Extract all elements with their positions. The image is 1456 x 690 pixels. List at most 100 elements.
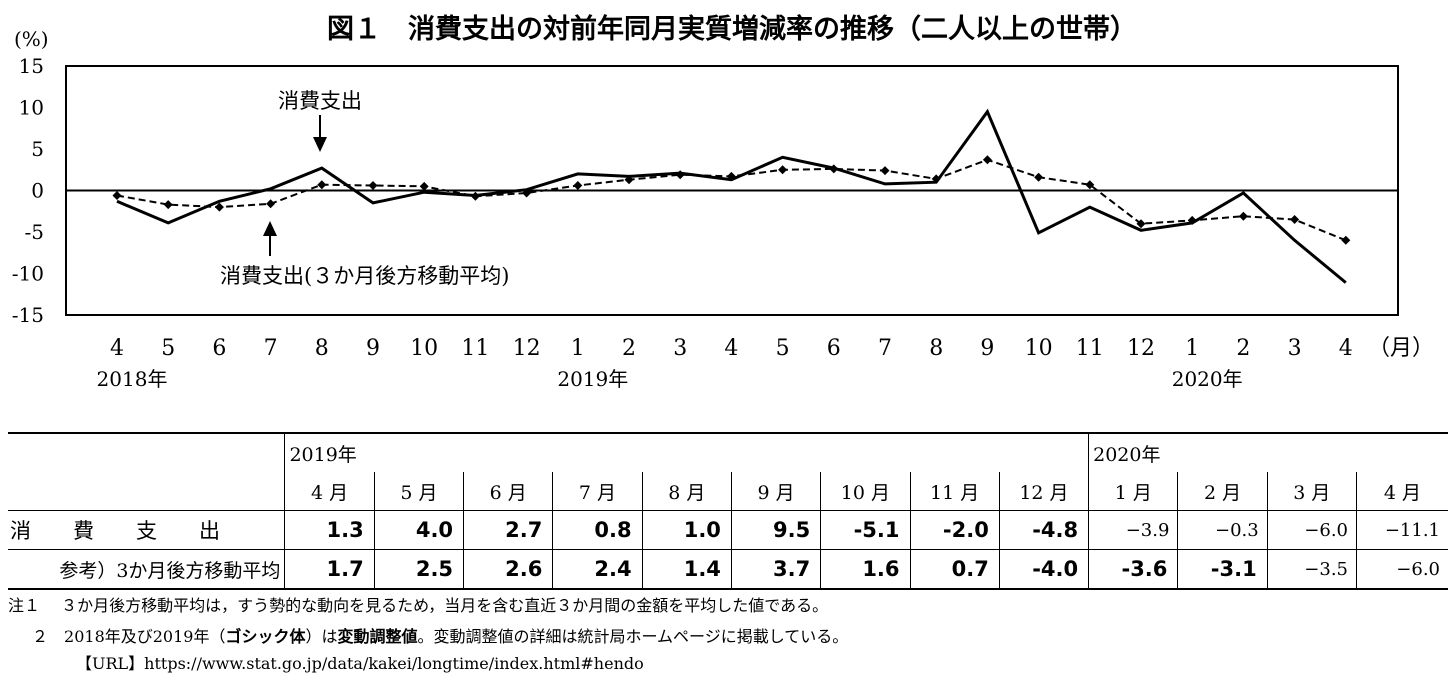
table-cell: 2.5 (373, 549, 464, 590)
table-year-row: 2019年 2020年 (8, 432, 1448, 472)
annotation-arrowhead-down (313, 137, 327, 152)
x-tick-label: 7 (264, 336, 278, 361)
moving-average-point (214, 202, 224, 212)
moving-average-point (624, 175, 634, 185)
table-cell: -5.1 (820, 510, 911, 550)
x-tick-label: 5 (161, 336, 175, 361)
month-header: 9 月 (730, 472, 821, 511)
x-tick-label: 11 (461, 336, 489, 361)
table-cell: 2.4 (552, 549, 643, 590)
annotation-consumption: 消費支出 (278, 89, 362, 113)
row-label-consumption: 消 費 支 出 (8, 510, 285, 550)
table-cell: 3.7 (730, 549, 821, 590)
table-cell: 4.0 (373, 510, 464, 550)
moving-average-point (1341, 235, 1351, 245)
table-cell: -2.0 (909, 510, 1000, 550)
month-header: 11 月 (909, 472, 1000, 511)
x-year-label: 2020年 (1172, 367, 1243, 391)
table-cell: -4.0 (998, 549, 1089, 590)
moving-average-point (778, 165, 788, 175)
moving-average-point (112, 190, 122, 200)
table-row-consumption: 消 費 支 出 1.3 4.0 2.7 0.8 1.0 9.5 -5.1 -2.0 -4.8 −3… (8, 510, 1448, 550)
annotation-moving-average: 消費支出(３か月後方移動平均) (220, 264, 509, 288)
moving-average-point (317, 180, 327, 190)
table-cell: 1.4 (641, 549, 732, 590)
x-axis-unit: （月） (1368, 336, 1434, 361)
table-cell: 0.7 (909, 549, 1000, 590)
moving-average-point (470, 191, 480, 201)
row-label-moving-average: 参考）3か月後方移動平均 (8, 549, 285, 590)
note-2: ２ 2018年及び2019年（ゴシック体）は変動調整値。変動調整値の詳細は統計局… (32, 627, 849, 646)
month-header: 1 月 (1088, 472, 1178, 511)
moving-average-point (829, 164, 839, 174)
y-tick-label: 10 (19, 96, 44, 120)
x-tick-label: 10 (1025, 336, 1053, 361)
x-tick-label: 2 (622, 336, 636, 361)
x-tick-label: 10 (410, 336, 438, 361)
x-tick-label: 1 (571, 336, 585, 361)
x-tick-label: 3 (1288, 336, 1302, 361)
table-cell: −6.0 (1356, 549, 1448, 590)
x-tick-label: 2 (1236, 336, 1250, 361)
table-cell: 1.3 (284, 510, 375, 550)
month-header: 8 月 (641, 472, 732, 511)
month-header: 4 月 (284, 472, 375, 511)
table-cell: −3.9 (1088, 510, 1178, 550)
table-cell: 0.8 (552, 510, 643, 550)
month-header: 5 月 (373, 472, 464, 511)
chart: 図１ 消費支出の対前年同月実質増減率の推移（二人以上の世帯） (%) （月） 1… (12, 13, 1434, 391)
x-tick-label: 4 (724, 336, 738, 361)
table-cell: 1.0 (641, 510, 732, 550)
moving-average-point (1238, 211, 1248, 221)
moving-average-point (931, 174, 941, 184)
moving-average-point (573, 181, 583, 191)
month-header: 12 月 (998, 472, 1089, 511)
y-tick-label: 15 (19, 54, 44, 78)
moving-average-point (1136, 219, 1146, 229)
x-tick-label: 5 (776, 336, 790, 361)
x-tick-label: 3 (673, 336, 687, 361)
year-2020-header: 2020年 (1088, 432, 1448, 472)
y-tick-label: -15 (12, 303, 44, 327)
table-cell: 1.6 (820, 549, 911, 590)
moving-average-point (726, 171, 736, 181)
moving-average-point (880, 166, 890, 176)
y-tick-label: 0 (31, 179, 44, 203)
moving-average-point (419, 181, 429, 191)
x-tick-label: 8 (315, 336, 329, 361)
moving-average-point (675, 170, 685, 180)
table-cell: −3.5 (1266, 549, 1357, 590)
table-cell: -4.8 (998, 510, 1089, 550)
moving-average-point (522, 188, 532, 198)
series-line-consumption (116, 108, 1347, 284)
x-tick-label: 6 (212, 336, 226, 361)
table-cell: −0.3 (1177, 510, 1268, 550)
table-cell: -3.1 (1177, 549, 1268, 590)
month-header: 10 月 (820, 472, 911, 511)
year-2019-header: 2019年 (284, 432, 1089, 472)
chart-title: 図１ 消費支出の対前年同月実質増減率の推移（二人以上の世帯） (327, 13, 1137, 45)
table-cell: 1.7 (284, 549, 375, 590)
moving-average-point (266, 199, 276, 209)
y-tick-label: 5 (31, 137, 44, 161)
month-header: 7 月 (552, 472, 643, 511)
moving-average-point (1085, 180, 1095, 190)
moving-average-point (1290, 215, 1300, 225)
x-year-label: 2018年 (97, 367, 168, 391)
y-tick-label: -10 (12, 262, 44, 286)
month-header: 3 月 (1266, 472, 1357, 511)
moving-average-point (982, 155, 992, 165)
x-tick-label: 4 (1339, 336, 1353, 361)
moving-average-point (1034, 172, 1044, 182)
moving-average-point (368, 181, 378, 191)
x-tick-label: 9 (980, 336, 994, 361)
x-tick-label: 9 (366, 336, 380, 361)
y-tick-label: -5 (25, 220, 44, 244)
x-year-label: 2019年 (557, 367, 628, 391)
url-link[interactable]: https://www.stat.go.jp/data/kakei/longti… (144, 654, 644, 673)
x-tick-label: 12 (1127, 336, 1155, 361)
table-cell: 2.6 (463, 549, 553, 590)
table-cell: 9.5 (730, 510, 821, 550)
